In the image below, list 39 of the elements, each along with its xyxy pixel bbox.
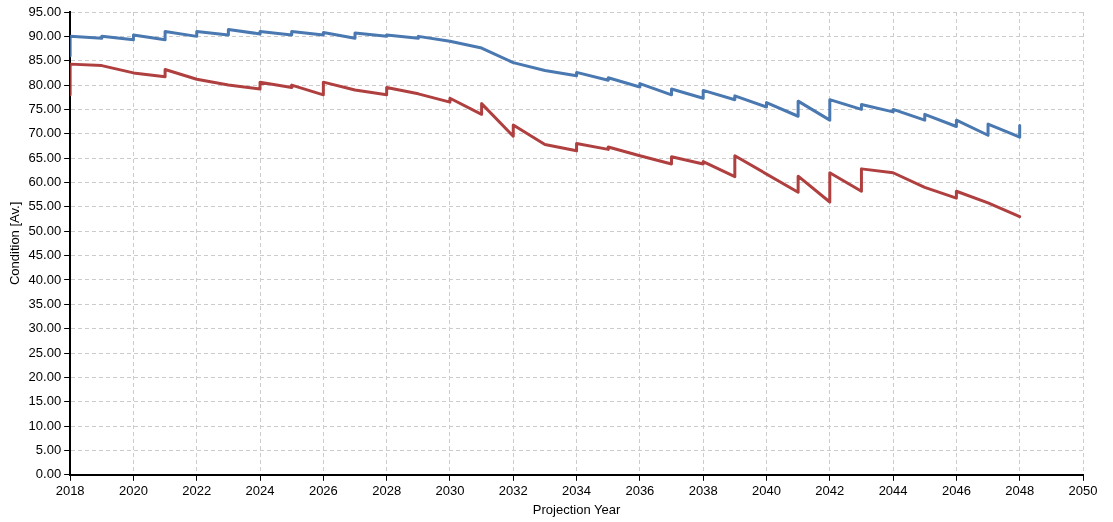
y-tick-label: 5.00: [35, 442, 62, 458]
y-tick-label: 60.00: [28, 174, 62, 190]
y-tick-label: 75.00: [28, 101, 62, 117]
y-tick-label: 30.00: [28, 320, 62, 336]
x-tick-label: 2032: [498, 483, 528, 499]
x-tick-label: 2034: [562, 483, 592, 499]
y-tick-label: 65.00: [28, 149, 62, 165]
y-tick-label: 40.00: [28, 271, 62, 287]
x-tick-label: 2020: [118, 483, 148, 499]
x-tick-label: 2042: [815, 483, 845, 499]
x-tick-label: 2048: [1005, 483, 1035, 499]
y-tick-label: 80.00: [28, 76, 62, 92]
x-tick-label: 2044: [878, 483, 908, 499]
y-tick-label: 35.00: [28, 295, 62, 311]
x-tick-label: 2046: [941, 483, 971, 499]
x-tick-label: 2018: [55, 483, 85, 499]
y-tick-label: 10.00: [28, 417, 62, 433]
x-tick-label: 2036: [625, 483, 655, 499]
y-tick-label: 50.00: [28, 222, 62, 238]
x-axis-title: Projection Year: [532, 501, 621, 517]
y-tick-label: 55.00: [28, 198, 62, 214]
x-tick-label: 2022: [182, 483, 212, 499]
x-tick-label: 2026: [308, 483, 338, 499]
y-axis-title: Condition [Av.]: [7, 201, 23, 286]
x-tick-label: 2024: [245, 483, 275, 499]
x-tick-label: 2050: [1068, 483, 1098, 499]
y-tick-label: 0.00: [35, 466, 62, 482]
x-tick-label: 2040: [752, 483, 781, 499]
y-tick-label: 95.00: [28, 3, 62, 19]
x-tick-label: 2038: [688, 483, 718, 499]
x-tick-label: 2030: [435, 483, 465, 499]
y-tick-label: 85.00: [28, 52, 62, 68]
y-tick-label: 90.00: [28, 27, 62, 43]
y-tick-label: 45.00: [28, 247, 62, 263]
y-tick-label: 25.00: [28, 344, 62, 360]
y-tick-label: 70.00: [28, 125, 62, 141]
x-tick-label: 2028: [372, 483, 402, 499]
y-tick-label: 15.00: [28, 393, 62, 409]
y-tick-label: 20.00: [28, 368, 62, 384]
